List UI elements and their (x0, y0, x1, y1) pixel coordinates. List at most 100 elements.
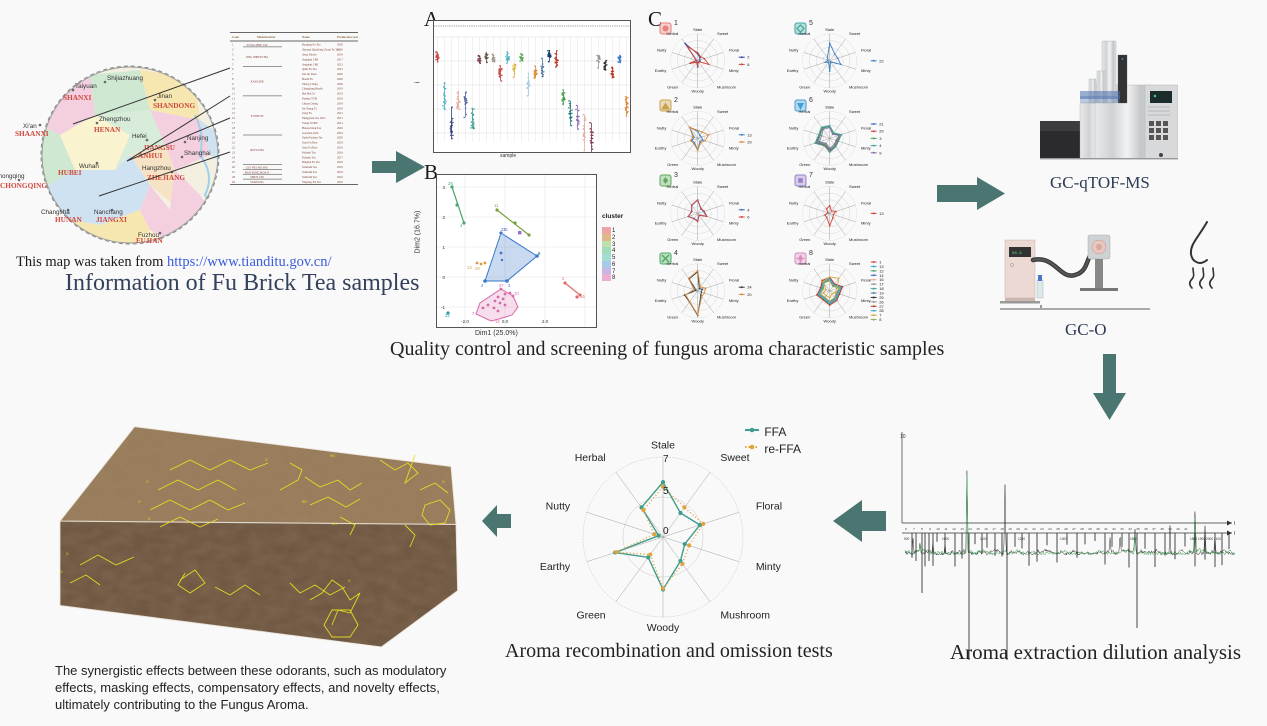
svg-text:Floral: Floral (861, 200, 871, 205)
svg-text:SHUN LIN: SHUN LIN (250, 175, 264, 179)
svg-text:Binghai Fu Tea: Binghai Fu Tea (302, 160, 320, 164)
svg-text:24: 24 (747, 285, 752, 290)
svg-text:8: 8 (879, 317, 882, 322)
svg-text:Code: Code (232, 35, 240, 39)
svg-text:JING SHEFUCHA: JING SHEFUCHA (246, 55, 269, 59)
svg-text:Herbal: Herbal (799, 184, 811, 189)
svg-text:Sweet: Sweet (849, 109, 861, 114)
svg-text:2019: 2019 (337, 141, 343, 145)
svg-text:Sanfushi Tea: Sanfushi Tea (302, 170, 318, 174)
svg-text:Mushroom: Mushroom (717, 315, 737, 320)
svg-text:Minty: Minty (861, 146, 871, 151)
svg-text:Minty: Minty (861, 298, 871, 303)
svg-text:Floral: Floral (756, 501, 782, 513)
svg-text:Manufacturer: Manufacturer (257, 35, 276, 39)
svg-text:Zhang Cheng: Zhang Cheng (302, 82, 318, 86)
svg-text:7: 7 (472, 311, 475, 316)
svg-text:2022: 2022 (337, 175, 343, 179)
svg-text:Stale: Stale (825, 180, 835, 185)
svg-text:4: 4 (879, 143, 882, 148)
svg-text:1300: 1300 (1060, 537, 1067, 541)
svg-text:Hui Hui Si: Hui Hui Si (302, 92, 315, 96)
svg-text:RT: RT (1234, 521, 1235, 527)
svg-text:900: 900 (904, 537, 910, 541)
svg-text:2019: 2019 (337, 97, 343, 101)
svg-text:Sanfushi Tea: Sanfushi Tea (302, 165, 318, 169)
svg-text:1: 1 (442, 245, 445, 250)
svg-text:Floral: Floral (729, 48, 739, 53)
svg-text:35: 35 (1136, 527, 1140, 531)
svg-text:YUNFUYI: YUNFUYI (250, 114, 263, 118)
svg-text:37: 37 (1152, 527, 1156, 531)
svg-text:Nutty: Nutty (789, 200, 798, 205)
svg-text:19: 19 (1008, 527, 1012, 531)
svg-text:19: 19 (232, 131, 235, 135)
svg-text:0: 0 (442, 275, 445, 280)
svg-text:Green: Green (667, 162, 678, 167)
svg-text:31: 31 (1104, 527, 1108, 531)
svg-text:2: 2 (481, 283, 484, 288)
svg-text:Mushroom: Mushroom (720, 610, 770, 622)
svg-text:Floral: Floral (861, 125, 871, 130)
svg-text:2020: 2020 (337, 82, 343, 86)
svg-text:Jun Jie Yuan: Jun Jie Yuan (302, 72, 317, 76)
svg-text:Nutty: Nutty (657, 200, 666, 205)
svg-text:Stale: Stale (825, 257, 835, 262)
svg-text:5: 5 (663, 486, 669, 497)
svg-text:Woody: Woody (824, 319, 836, 324)
svg-text:Zeng Fu: Zeng Fu (302, 111, 312, 115)
svg-text:Earthy: Earthy (787, 298, 799, 303)
svg-text:26: 26 (1064, 527, 1068, 531)
svg-text:Handi Fu: Handi Fu (302, 77, 313, 81)
svg-text:7: 7 (663, 454, 669, 465)
svg-text:Chuan Cheng: Chuan Cheng (302, 101, 318, 105)
svg-text:29: 29 (475, 266, 480, 271)
svg-text:0.0: 0.0 (502, 319, 509, 324)
svg-text:27: 27 (232, 170, 235, 174)
svg-text:BAN FONG HOA N: BAN FONG HOA N (245, 170, 270, 174)
svg-text:22: 22 (232, 146, 235, 150)
svg-text:36: 36 (1144, 527, 1148, 531)
svg-text:Qiuli Fu Tea: Qiuli Fu Tea (302, 67, 317, 71)
svg-text:Earthy: Earthy (655, 146, 667, 151)
svg-text:Floral: Floral (861, 48, 871, 53)
svg-text:2016: 2016 (337, 150, 343, 154)
svg-text:14: 14 (232, 106, 235, 110)
svg-text:Fushun TZH: Fushun TZH (302, 97, 317, 101)
svg-text:2019: 2019 (337, 131, 343, 135)
svg-text:28: 28 (448, 181, 453, 186)
svg-text:SURYANG: SURYANG (250, 180, 264, 184)
svg-text:13: 13 (960, 527, 964, 531)
svg-text:Production year: Production year (337, 35, 358, 39)
svg-text:Green: Green (576, 610, 605, 622)
svg-text:Guoshan Jiefu: Guoshan Jiefu (302, 131, 319, 135)
svg-text:12: 12 (232, 97, 235, 101)
svg-text:2019: 2019 (337, 160, 343, 164)
svg-text:9: 9 (538, 251, 541, 256)
svg-text:Fufushi Tea: Fufushi Tea (302, 150, 316, 154)
svg-text:33: 33 (1120, 527, 1124, 531)
svg-text:Earthy: Earthy (787, 146, 799, 151)
svg-text:1: 1 (232, 43, 234, 47)
svg-text:22: 22 (1032, 527, 1036, 531)
svg-text:88.8: 88.8 (1012, 252, 1022, 256)
svg-text:Herbal: Herbal (667, 31, 679, 36)
svg-text:26: 26 (232, 165, 235, 169)
svg-text:Name: Name (302, 35, 310, 39)
svg-text:Woody: Woody (692, 241, 704, 246)
svg-text:2021: 2021 (337, 111, 343, 115)
svg-text:Herbal: Herbal (667, 184, 679, 189)
svg-text:Xian Fu Rice: Xian Fu Rice (302, 141, 318, 145)
svg-text:2: 2 (442, 215, 445, 220)
svg-text:2.0: 2.0 (542, 319, 549, 324)
svg-text:23: 23 (1040, 527, 1044, 531)
svg-text:40: 40 (1176, 527, 1180, 531)
svg-text:Floral: Floral (729, 200, 739, 205)
svg-text:Minty: Minty (729, 68, 739, 73)
svg-text:3: 3 (442, 185, 445, 190)
svg-text:2016: 2016 (337, 180, 343, 184)
svg-text:Nutty: Nutty (657, 278, 666, 283)
svg-text:Woody: Woody (824, 89, 836, 94)
svg-text:Minty: Minty (861, 68, 871, 73)
svg-text:Green: Green (799, 85, 810, 90)
